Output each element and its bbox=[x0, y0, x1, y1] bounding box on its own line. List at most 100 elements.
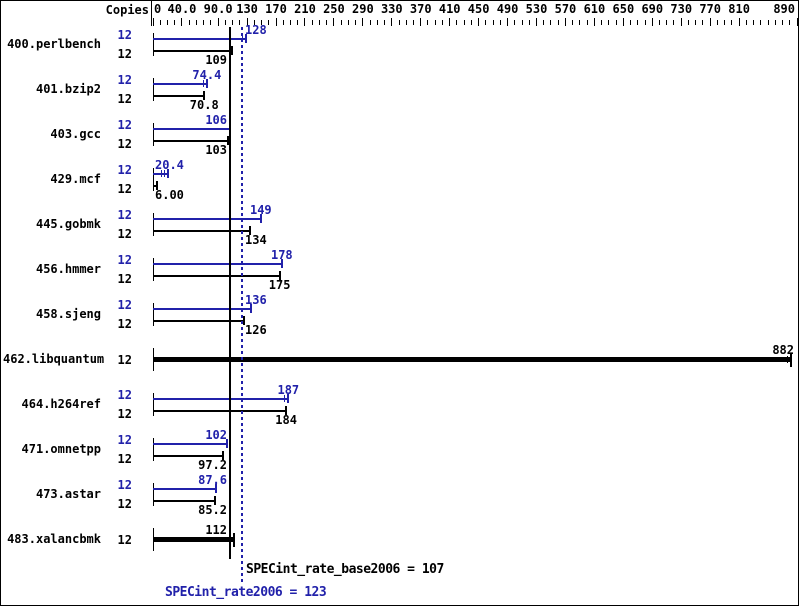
peak-bar bbox=[153, 37, 246, 40]
axis-minor-tick bbox=[702, 20, 704, 25]
copies-value: 12 bbox=[117, 72, 132, 87]
peak-bar-end-cap bbox=[215, 484, 218, 493]
peak-bar bbox=[153, 82, 207, 85]
copies-value: 12 bbox=[117, 252, 132, 267]
peak-value-label: 102 bbox=[205, 427, 228, 442]
benchmark-label: 458.sjeng bbox=[35, 306, 101, 321]
base-bar bbox=[153, 229, 250, 232]
benchmark-label: 456.hmmer bbox=[35, 261, 101, 276]
axis-tick-label: 330 bbox=[380, 2, 403, 16]
axis-tick-label: 730 bbox=[670, 2, 693, 16]
benchmark-label: 401.bzip2 bbox=[35, 81, 101, 96]
base-bar bbox=[153, 139, 228, 142]
base-bar bbox=[153, 409, 287, 412]
axis-major-tick bbox=[738, 18, 740, 26]
axis-major-tick bbox=[796, 18, 798, 26]
base-value-label: 184 bbox=[275, 412, 297, 427]
axis-minor-tick bbox=[297, 20, 299, 25]
axis-minor-tick bbox=[760, 20, 762, 25]
base-bar-end-cap bbox=[248, 226, 251, 235]
axis-tick-label: 370 bbox=[409, 2, 432, 16]
peak-bar-end-cap bbox=[225, 439, 228, 448]
base-value-label: 85.2 bbox=[198, 502, 228, 517]
axis-major-tick bbox=[181, 18, 183, 26]
base-bar-end-cap bbox=[230, 46, 233, 55]
axis-tick-label: 570 bbox=[554, 2, 577, 16]
axis-minor-tick bbox=[753, 20, 755, 25]
peak-value-label: 87.6 bbox=[198, 472, 228, 487]
peak-bar-end-cap bbox=[205, 79, 208, 88]
bar-start-tick bbox=[152, 303, 154, 326]
axis-tick-label: 0 bbox=[154, 2, 162, 16]
base-bar-end-cap bbox=[213, 496, 216, 505]
base-bar-end-cap bbox=[243, 316, 246, 325]
axis-minor-tick bbox=[557, 20, 559, 25]
base-value-label: 103 bbox=[205, 142, 228, 157]
copies-value: 12 bbox=[117, 162, 132, 177]
copies-value: 12 bbox=[117, 207, 132, 222]
peak-reference-line bbox=[241, 27, 243, 583]
axis-minor-tick bbox=[774, 20, 776, 25]
copies-value: 12 bbox=[117, 297, 132, 312]
peak-bar-end-cap bbox=[280, 259, 283, 268]
base-value-label: 70.8 bbox=[189, 97, 219, 112]
base-bar bbox=[153, 454, 224, 457]
axis-major-tick bbox=[593, 18, 595, 26]
axis-major-tick bbox=[651, 18, 653, 26]
axis-tick-label: 410 bbox=[438, 2, 461, 16]
axis-major-tick bbox=[391, 18, 393, 26]
base-bar bbox=[153, 319, 245, 322]
copies-value: 12 bbox=[117, 451, 132, 466]
copies-value: 12 bbox=[117, 352, 132, 367]
copies-value: 12 bbox=[117, 406, 132, 421]
axis-minor-tick bbox=[586, 20, 588, 25]
axis-minor-tick bbox=[434, 20, 436, 25]
axis-minor-tick bbox=[463, 20, 465, 25]
axis-tick-label: 90.0 bbox=[203, 2, 233, 16]
base-bar-end-cap bbox=[233, 532, 236, 547]
axis-minor-tick bbox=[195, 20, 197, 25]
axis-major-tick bbox=[333, 18, 335, 26]
axis-minor-tick bbox=[210, 20, 212, 25]
axis-major-tick bbox=[362, 18, 364, 26]
axis-minor-tick bbox=[384, 20, 386, 25]
copies-value: 12 bbox=[117, 226, 132, 241]
axis-divider-line bbox=[151, 1, 152, 26]
axis-minor-tick bbox=[470, 20, 472, 25]
peak-value-label: 187 bbox=[277, 382, 300, 397]
axis-major-tick bbox=[152, 18, 154, 26]
axis-major-tick bbox=[217, 18, 219, 26]
copies-value: 12 bbox=[117, 181, 132, 196]
axis-minor-tick bbox=[441, 20, 443, 25]
axis-minor-tick bbox=[239, 20, 241, 25]
peak-bar bbox=[153, 397, 289, 400]
axis-minor-tick bbox=[521, 20, 523, 25]
benchmark-label: 471.omnetpp bbox=[21, 441, 101, 456]
peak-bar bbox=[153, 217, 261, 220]
axis-tick-label: 890 bbox=[773, 2, 796, 16]
axis-tick-label: 130 bbox=[236, 2, 258, 16]
axis-minor-tick bbox=[666, 20, 668, 25]
axis-minor-tick bbox=[224, 20, 226, 25]
axis-major-tick bbox=[449, 18, 451, 26]
axis-minor-tick bbox=[499, 20, 501, 25]
benchmark-label: 473.astar bbox=[35, 486, 101, 501]
bar-start-tick bbox=[152, 438, 154, 461]
peak-bar bbox=[153, 172, 168, 175]
peak-value-label: 149 bbox=[249, 202, 272, 217]
benchmark-label: 483.xalancbmk bbox=[7, 531, 101, 546]
axis-tick-label: 40.0 bbox=[167, 2, 197, 16]
copies-value: 12 bbox=[117, 387, 132, 402]
axis-major-tick bbox=[564, 18, 566, 26]
axis-minor-tick bbox=[485, 20, 487, 25]
base-bar-end-cap bbox=[222, 451, 225, 460]
peak-value-label: 20.4 bbox=[155, 157, 184, 172]
axis-minor-tick bbox=[203, 20, 205, 25]
axis-major-tick bbox=[622, 18, 624, 26]
axis-minor-tick bbox=[159, 20, 161, 25]
axis-tick-label: 210 bbox=[294, 2, 316, 16]
base-bar-end-cap bbox=[226, 136, 229, 145]
peak-bar-end-cap bbox=[244, 34, 247, 43]
